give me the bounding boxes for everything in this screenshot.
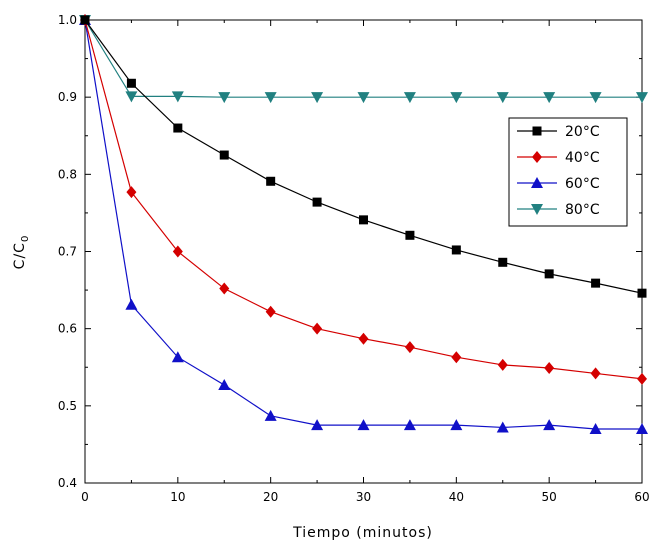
legend-entry: 80°C	[517, 202, 600, 218]
legend-label: 60°C	[565, 176, 600, 192]
data-point-triangle-up	[496, 421, 509, 433]
legend-entry: 40°C	[517, 150, 600, 166]
data-point-diamond	[497, 358, 508, 371]
data-point-diamond	[404, 341, 415, 354]
x-tick-label: 30	[356, 490, 371, 504]
x-tick-label: 10	[170, 490, 185, 504]
data-point-diamond	[312, 322, 323, 335]
data-point-triangle-down	[311, 92, 324, 104]
data-point-diamond	[358, 332, 369, 345]
legend: 20°C 40°C 60°C 80°C	[508, 117, 628, 227]
data-point-diamond	[532, 151, 542, 163]
legend-label: 80°C	[565, 202, 600, 218]
data-point-triangle-down	[531, 204, 543, 215]
data-point-diamond	[590, 367, 601, 380]
data-point-triangle-down	[264, 92, 277, 104]
data-point-square	[544, 269, 554, 279]
series-80Cc	[79, 15, 648, 104]
data-point-triangle-down	[589, 92, 602, 104]
x-tick-label: 0	[81, 490, 89, 504]
y-tick-label: 0.6	[58, 322, 77, 336]
series-line	[84, 19, 642, 98]
series-group	[79, 14, 648, 434]
y-tick-label: 0.5	[58, 399, 77, 413]
data-point-diamond	[637, 372, 647, 385]
data-point-triangle-down	[218, 92, 231, 104]
x-tick-labels: 0 10 20 30 40 50 60	[81, 490, 649, 504]
data-point-triangle-up	[403, 419, 416, 431]
data-point-square	[359, 215, 368, 225]
data-point-square	[219, 150, 229, 160]
y-axis-label: C/C0	[12, 235, 31, 270]
data-point-square	[80, 15, 90, 25]
data-point-diamond	[544, 362, 555, 375]
data-point-triangle-down	[403, 92, 416, 104]
series-40Cc	[80, 14, 647, 385]
series-20Cc	[80, 15, 647, 298]
data-point-triangle-down	[171, 91, 184, 103]
data-point-triangle-up	[264, 409, 277, 421]
data-point-triangle-down	[496, 92, 509, 104]
data-point-triangle-down	[450, 92, 463, 104]
data-point-triangle-up	[636, 422, 648, 434]
data-point-diamond	[265, 305, 276, 318]
x-axis-label: Tiempo (minutos)	[292, 525, 433, 541]
data-point-square	[312, 197, 322, 207]
data-point-triangle-up	[589, 422, 602, 434]
data-point-square	[451, 245, 461, 255]
y-axis-label-main: C/C	[12, 242, 28, 269]
data-point-triangle-up	[450, 419, 463, 431]
y-tick-label: 0.8	[58, 167, 77, 181]
y-tick-label: 1.0	[58, 13, 77, 27]
data-point-diamond	[126, 186, 137, 199]
data-point-triangle-up	[531, 177, 543, 188]
data-point-triangle-up	[218, 378, 231, 390]
data-point-triangle-down	[543, 92, 556, 104]
data-point-square	[405, 230, 415, 240]
legend-entry: 60°C	[517, 176, 600, 192]
x-tick-label: 20	[263, 490, 278, 504]
data-point-square	[498, 257, 508, 267]
tick-marks	[84, 19, 643, 484]
legend-entry: 20°C	[517, 124, 600, 140]
data-point-diamond	[219, 282, 230, 295]
data-point-triangle-down	[357, 92, 370, 104]
x-tick-label: 40	[449, 490, 464, 504]
series-60Cc	[79, 14, 648, 434]
y-tick-label: 0.4	[58, 476, 77, 490]
data-point-square	[173, 123, 183, 133]
data-point-triangle-down	[636, 92, 648, 104]
data-point-triangle-up	[357, 419, 370, 431]
data-point-diamond	[451, 351, 462, 364]
legend-box	[508, 117, 628, 227]
data-point-triangle-up	[171, 351, 184, 363]
data-point-triangle-down	[125, 91, 138, 103]
plot-frame	[84, 19, 643, 484]
x-tick-label: 60	[634, 490, 649, 504]
y-axis-label-subscript: 0	[20, 235, 31, 242]
data-point-square	[266, 176, 276, 186]
data-point-diamond	[172, 245, 183, 258]
data-point-square	[126, 78, 136, 88]
legend-label: 40°C	[565, 150, 600, 166]
legend-label: 20°C	[565, 124, 600, 140]
y-tick-label: 0.7	[58, 245, 77, 259]
data-point-triangle-up	[125, 298, 138, 310]
data-point-triangle-up	[543, 419, 556, 431]
data-point-triangle-up	[311, 419, 324, 431]
x-tick-label: 50	[542, 490, 557, 504]
y-tick-label: 0.9	[58, 90, 77, 104]
data-point-square	[591, 278, 601, 288]
y-tick-labels: 0.4 0.5 0.6 0.7 0.8 0.9 1.0	[58, 13, 77, 490]
data-point-square	[532, 126, 542, 136]
data-point-square	[637, 288, 647, 298]
